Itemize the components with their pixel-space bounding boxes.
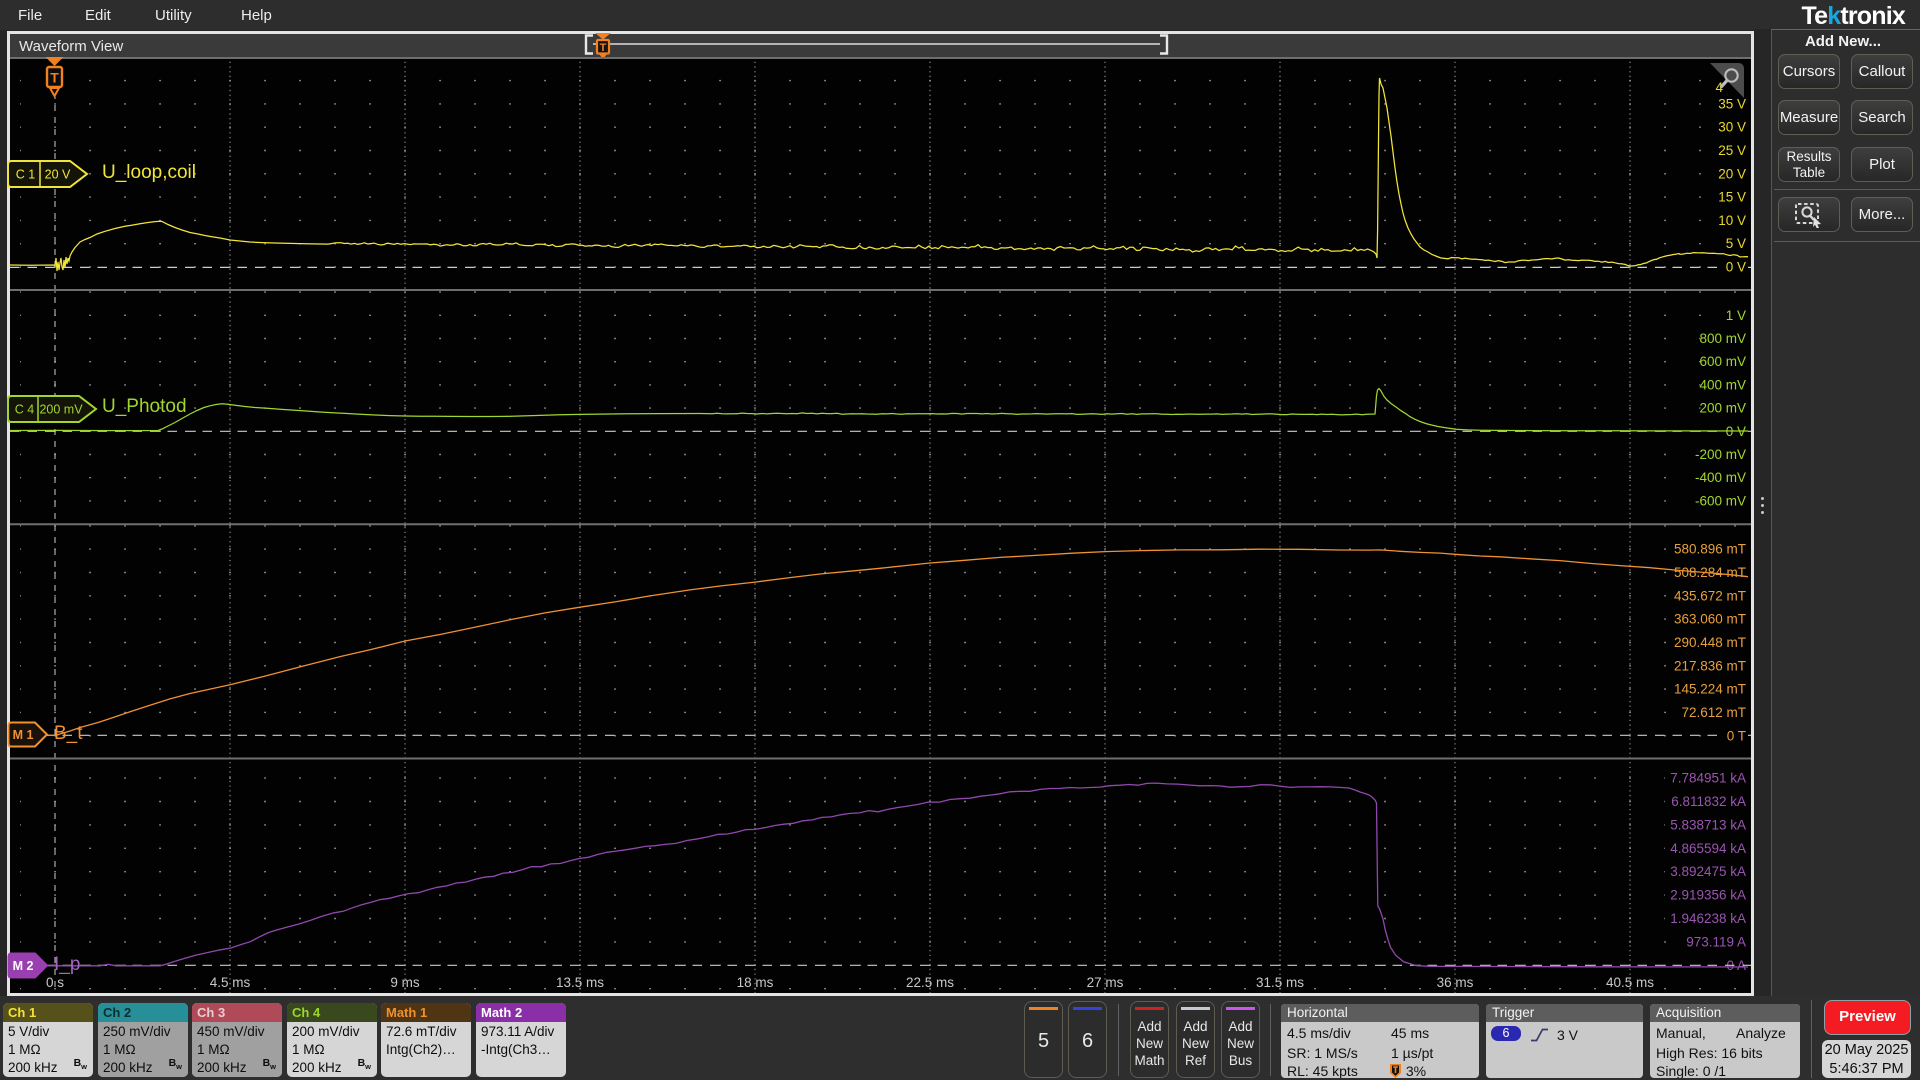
- svg-text:4.5 ms: 4.5 ms: [210, 975, 251, 990]
- svg-text:25 V: 25 V: [1718, 143, 1746, 158]
- svg-text:27 ms: 27 ms: [1087, 975, 1124, 990]
- svg-text:973.119 A: 973.119 A: [1686, 934, 1746, 949]
- svg-text:7.784951 kA: 7.784951 kA: [1670, 771, 1746, 786]
- svg-text:2.919356 kA: 2.919356 kA: [1670, 888, 1746, 903]
- svg-text:20 V: 20 V: [45, 168, 71, 182]
- svg-text:0 A: 0 A: [1726, 958, 1746, 973]
- svg-text:31.5 ms: 31.5 ms: [1256, 975, 1304, 990]
- svg-text:C 1: C 1: [16, 168, 36, 182]
- svg-text:200 mV: 200 mV: [39, 403, 83, 417]
- svg-text:290.448 mT: 290.448 mT: [1674, 635, 1746, 650]
- svg-text:T: T: [50, 70, 59, 86]
- svg-text:1.946238 kA: 1.946238 kA: [1670, 911, 1746, 926]
- svg-text:-200 mV: -200 mV: [1695, 447, 1746, 462]
- svg-text:10 V: 10 V: [1718, 213, 1746, 228]
- svg-text:13.5 ms: 13.5 ms: [556, 975, 604, 990]
- svg-text:4: 4: [1715, 80, 1723, 95]
- svg-text:217.836 mT: 217.836 mT: [1674, 658, 1746, 673]
- svg-text:3.892475 kA: 3.892475 kA: [1670, 864, 1746, 879]
- svg-text:-400 mV: -400 mV: [1695, 470, 1746, 485]
- svg-text:35 V: 35 V: [1718, 96, 1746, 111]
- svg-text:145.224 mT: 145.224 mT: [1674, 682, 1746, 697]
- svg-text:6.811832 kA: 6.811832 kA: [1671, 794, 1746, 809]
- svg-text:580.896 mT: 580.896 mT: [1674, 542, 1746, 557]
- svg-text:0 T: 0 T: [1727, 728, 1746, 743]
- svg-text:600 mV: 600 mV: [1699, 354, 1746, 369]
- svg-text:435.672 mT: 435.672 mT: [1674, 588, 1746, 603]
- svg-text:T: T: [600, 42, 607, 54]
- svg-text:M 2: M 2: [13, 959, 34, 973]
- svg-text:15 V: 15 V: [1718, 190, 1746, 205]
- svg-text:5 V: 5 V: [1726, 236, 1746, 251]
- svg-text:800 mV: 800 mV: [1699, 331, 1746, 346]
- svg-text:0 V: 0 V: [1726, 260, 1746, 275]
- svg-text:200 mV: 200 mV: [1699, 401, 1746, 416]
- svg-text:5.838713 kA: 5.838713 kA: [1670, 817, 1746, 832]
- svg-text:72.612 mT: 72.612 mT: [1681, 705, 1746, 720]
- svg-text:36 ms: 36 ms: [1437, 975, 1474, 990]
- svg-text:0 s: 0 s: [46, 975, 64, 990]
- svg-text:M 1: M 1: [13, 728, 34, 742]
- svg-text:4.865594 kA: 4.865594 kA: [1670, 841, 1746, 856]
- svg-text:20 V: 20 V: [1718, 166, 1746, 181]
- svg-text:363.060 mT: 363.060 mT: [1674, 612, 1746, 627]
- svg-text:1 V: 1 V: [1726, 308, 1746, 323]
- svg-text:22.5 ms: 22.5 ms: [906, 975, 954, 990]
- svg-text:40.5 ms: 40.5 ms: [1606, 975, 1654, 990]
- svg-text:30 V: 30 V: [1718, 120, 1746, 135]
- svg-text:C 4: C 4: [15, 403, 35, 417]
- svg-text:-600 mV: -600 mV: [1695, 493, 1746, 508]
- svg-text:400 mV: 400 mV: [1699, 377, 1746, 392]
- svg-text:9 ms: 9 ms: [390, 975, 420, 990]
- svg-text:18 ms: 18 ms: [737, 975, 774, 990]
